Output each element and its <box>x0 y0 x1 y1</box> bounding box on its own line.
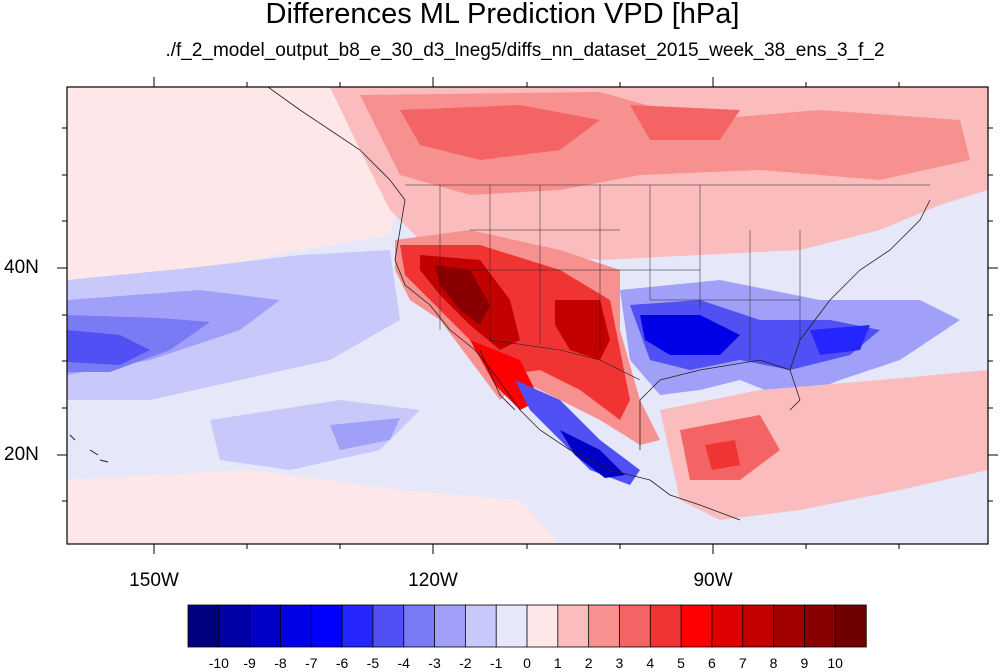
colorbar-swatch <box>372 604 405 648</box>
field-tropical-pacific-negative-mid <box>330 418 400 450</box>
colorbar-swatch <box>649 604 682 648</box>
colorbar-swatch <box>434 604 467 648</box>
colorbar-swatch <box>526 604 559 648</box>
colorbar-tick-label: -1 <box>489 655 503 671</box>
vpd-difference-field <box>67 87 988 544</box>
baja-coastline <box>479 349 516 411</box>
field-tropical-pacific-negative <box>210 400 420 470</box>
map-subtitle: ./f_2_model_output_b8_e_30_d3_lneg5/diff… <box>165 40 885 61</box>
colorbar <box>187 604 867 648</box>
colorbar-swatch <box>495 604 528 648</box>
colorbar-tick-label: -10 <box>208 655 229 671</box>
colorbar-tick-label: 3 <box>615 655 624 671</box>
colorbar-swatch <box>711 604 744 648</box>
gulf-coastline <box>639 359 801 450</box>
colorbar-swatch <box>834 604 867 648</box>
colorbar-tick-label: -8 <box>274 655 287 671</box>
colorbar-swatch <box>773 604 806 648</box>
map-title: Differences ML Prediction VPD [hPa] <box>265 0 740 30</box>
field-texas-core <box>555 300 610 360</box>
colorbar-tick-label: -9 <box>243 655 256 671</box>
field-caribbean-positive-core <box>705 440 740 470</box>
lat-label-20n: 20N <box>4 444 39 465</box>
colorbar-swatch <box>619 604 651 648</box>
field-hudson-positive <box>630 105 740 140</box>
field-north-pacific-positive <box>67 87 400 285</box>
colorbar-swatch <box>742 604 775 648</box>
field-pacific-negative-core <box>67 330 150 365</box>
colorbar-swatch <box>310 604 343 648</box>
hawaii-islands <box>69 434 109 463</box>
lon-label-150w: 150W <box>129 570 179 591</box>
colorbar-swatch <box>187 604 220 648</box>
colorbar-swatch <box>403 604 436 648</box>
colorbar-tick-label: -6 <box>335 655 349 671</box>
colorbar-tick-label: -3 <box>428 655 441 671</box>
colorbar-tick-label: 8 <box>769 655 778 671</box>
colorbar-tick-label: -7 <box>305 655 318 671</box>
colorbar-swatch <box>249 604 282 648</box>
map-tick-marks <box>57 77 998 554</box>
lon-label-120w: 120W <box>408 570 458 591</box>
field-mexico-coast-negative-core <box>560 430 625 478</box>
field-gulf-negative-core <box>640 315 740 355</box>
lat-label-40n: 40N <box>4 257 39 278</box>
colorbar-tick-label: 7 <box>738 655 747 671</box>
colorbar-tick-label: 9 <box>800 655 809 671</box>
colorbar-swatch <box>218 604 251 648</box>
colorbar-swatch <box>680 604 713 648</box>
colorbar-tick-label: -5 <box>366 655 380 671</box>
field-great-basin-max <box>435 265 490 325</box>
colorbar-tick-label: 2 <box>584 655 593 671</box>
colorbar-tick-label: 0 <box>523 655 531 671</box>
field-atlantic-negative-core <box>810 325 870 355</box>
colorbar-swatch <box>557 604 590 648</box>
lon-label-90w: 90W <box>693 570 733 591</box>
colorbar-tick-label: -2 <box>459 655 472 671</box>
coastlines <box>69 87 931 521</box>
colorbar-tick-label: 4 <box>646 655 655 671</box>
colorbar-swatch <box>280 604 312 648</box>
colorbar-swatch <box>588 604 621 648</box>
colorbar-tick-label: 10 <box>827 655 843 671</box>
colorbar-tick-label: -4 <box>397 655 410 671</box>
field-caribbean-positive <box>660 370 988 520</box>
field-canada-positive-strong <box>400 105 600 160</box>
colorbar-swatch <box>341 604 374 648</box>
colorbar-swatch <box>803 604 836 648</box>
pacific-coastline <box>267 87 741 521</box>
field-equatorial-positive <box>67 470 560 544</box>
state-borders <box>439 185 801 360</box>
colorbar-swatch <box>464 604 497 648</box>
colorbar-tick-label: 5 <box>677 655 685 671</box>
colorbar-tick-label: 1 <box>553 655 562 671</box>
us-mexico-border <box>489 339 641 381</box>
colorbar-tick-label: 6 <box>708 655 716 671</box>
